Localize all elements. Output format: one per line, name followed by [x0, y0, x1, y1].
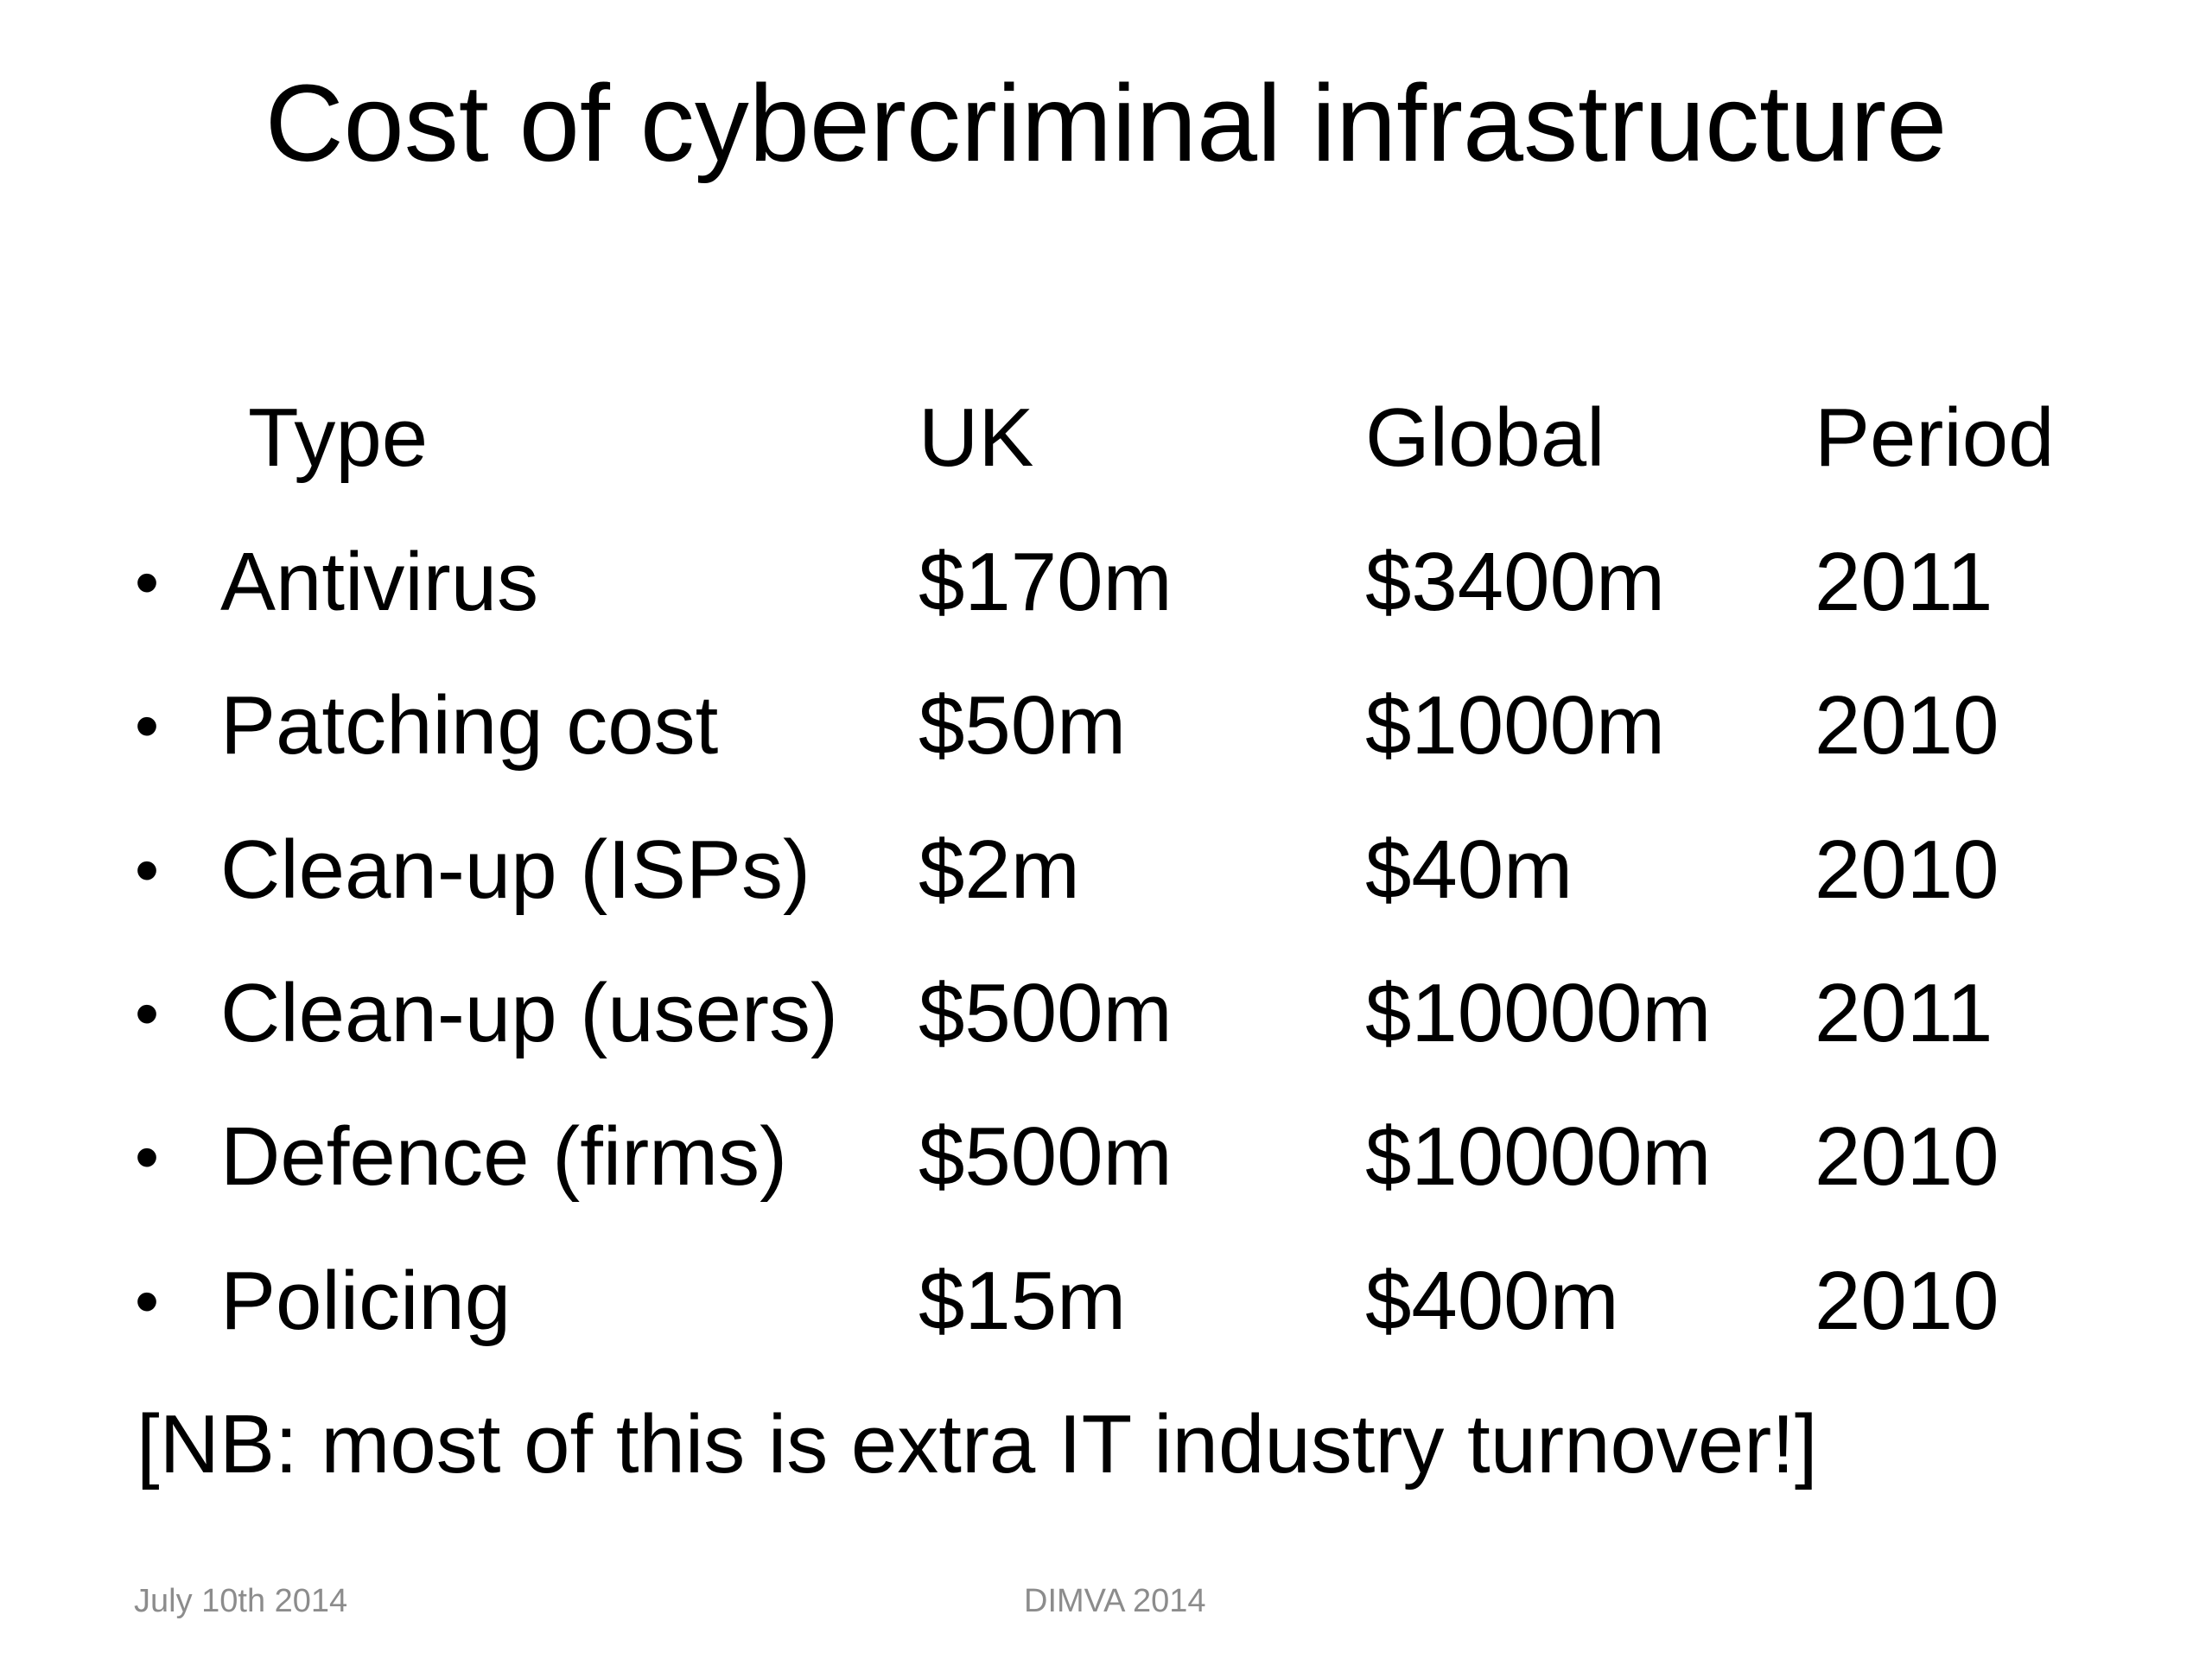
cell-type: Clean-up (users)	[220, 967, 838, 1059]
cell-global: $40m	[1365, 823, 1573, 916]
cell-period: 2010	[1815, 679, 1999, 772]
cell-global: $400m	[1365, 1255, 1619, 1347]
header-period: Period	[1815, 391, 2055, 484]
footer-date: July 10th 2014	[134, 1583, 348, 1619]
cell-period: 2010	[1815, 823, 1999, 916]
bullet-icon: •	[135, 831, 160, 908]
slide-title: Cost of cybercriminal infrastructure	[264, 62, 1948, 184]
table-row: • Policing $15m $400m 2010	[0, 1236, 2212, 1366]
cell-period: 2011	[1815, 967, 1993, 1059]
cell-type: Defence (firms)	[220, 1110, 788, 1203]
table-row: • Clean-up (users) $500m $10000m 2011	[0, 949, 2212, 1078]
cell-type: Patching cost	[220, 679, 719, 772]
cell-uk: $15m	[918, 1255, 1127, 1347]
bullet-icon: •	[135, 1262, 160, 1339]
cell-period: 2010	[1815, 1255, 1999, 1347]
table-row: • Clean-up (ISPs) $2m $40m 2010	[0, 805, 2212, 935]
cell-type: Antivirus	[220, 536, 539, 628]
table-row: • Antivirus $170m $3400m 2011	[0, 518, 2212, 647]
cell-global: $1000m	[1365, 679, 1665, 772]
bullet-icon: •	[135, 975, 160, 1052]
cell-uk: $2m	[918, 823, 1080, 916]
footer-event: DIMVA 2014	[1024, 1583, 1206, 1619]
bullet-icon: •	[135, 687, 160, 764]
cell-uk: $170m	[918, 536, 1173, 628]
cell-uk: $500m	[918, 967, 1173, 1059]
cell-global: $3400m	[1365, 536, 1665, 628]
cell-period: 2011	[1815, 536, 1993, 628]
cell-type: Clean-up (ISPs)	[220, 823, 810, 916]
cell-type: Policing	[220, 1255, 512, 1347]
table-row: • Defence (firms) $500m $10000m 2010	[0, 1092, 2212, 1222]
cell-uk: $50m	[918, 679, 1127, 772]
header-uk: UK	[918, 391, 1034, 484]
cell-global: $10000m	[1365, 1110, 1712, 1203]
table-header-row: Type UK Global Period	[0, 373, 2212, 503]
bullet-icon: •	[135, 543, 160, 620]
cell-period: 2010	[1815, 1110, 1999, 1203]
bullet-icon: •	[135, 1118, 160, 1195]
cell-global: $10000m	[1365, 967, 1712, 1059]
header-global: Global	[1365, 391, 1605, 484]
header-type: Type	[248, 391, 429, 484]
cell-uk: $500m	[918, 1110, 1173, 1203]
table-row: • Patching cost $50m $1000m 2010	[0, 661, 2212, 791]
note-text: [NB: most of this is extra IT industry t…	[137, 1398, 1818, 1491]
